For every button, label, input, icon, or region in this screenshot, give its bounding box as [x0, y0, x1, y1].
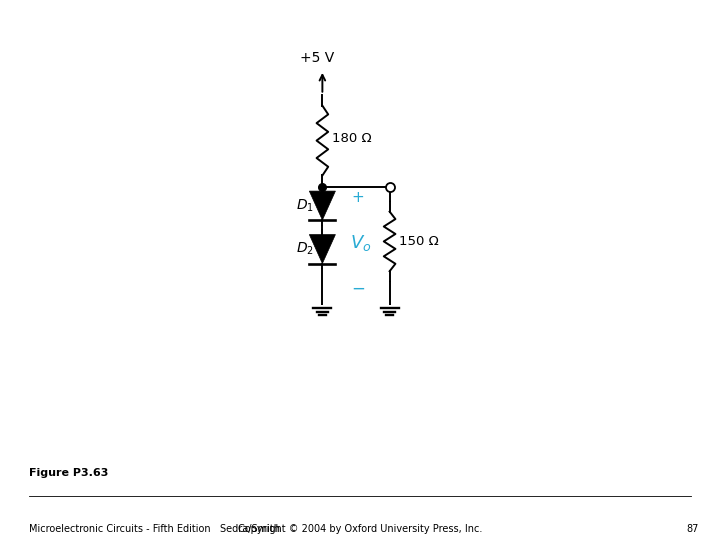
Polygon shape	[310, 234, 336, 264]
Text: 87: 87	[686, 523, 698, 534]
Text: Figure P3.63: Figure P3.63	[29, 468, 108, 478]
Polygon shape	[310, 191, 336, 220]
Text: 150 Ω: 150 Ω	[400, 235, 439, 248]
Text: $V_o$: $V_o$	[350, 233, 372, 253]
Text: −: −	[351, 280, 365, 298]
Text: +: +	[352, 190, 364, 205]
Text: Microelectronic Circuits - Fifth Edition   Sedra/Smith: Microelectronic Circuits - Fifth Edition…	[29, 523, 280, 534]
Text: Copyright © 2004 by Oxford University Press, Inc.: Copyright © 2004 by Oxford University Pr…	[238, 523, 482, 534]
Text: $D_1$: $D_1$	[297, 197, 315, 214]
Text: +5 V: +5 V	[300, 51, 334, 65]
Text: 180 Ω: 180 Ω	[332, 132, 372, 145]
Text: $D_2$: $D_2$	[297, 241, 315, 257]
